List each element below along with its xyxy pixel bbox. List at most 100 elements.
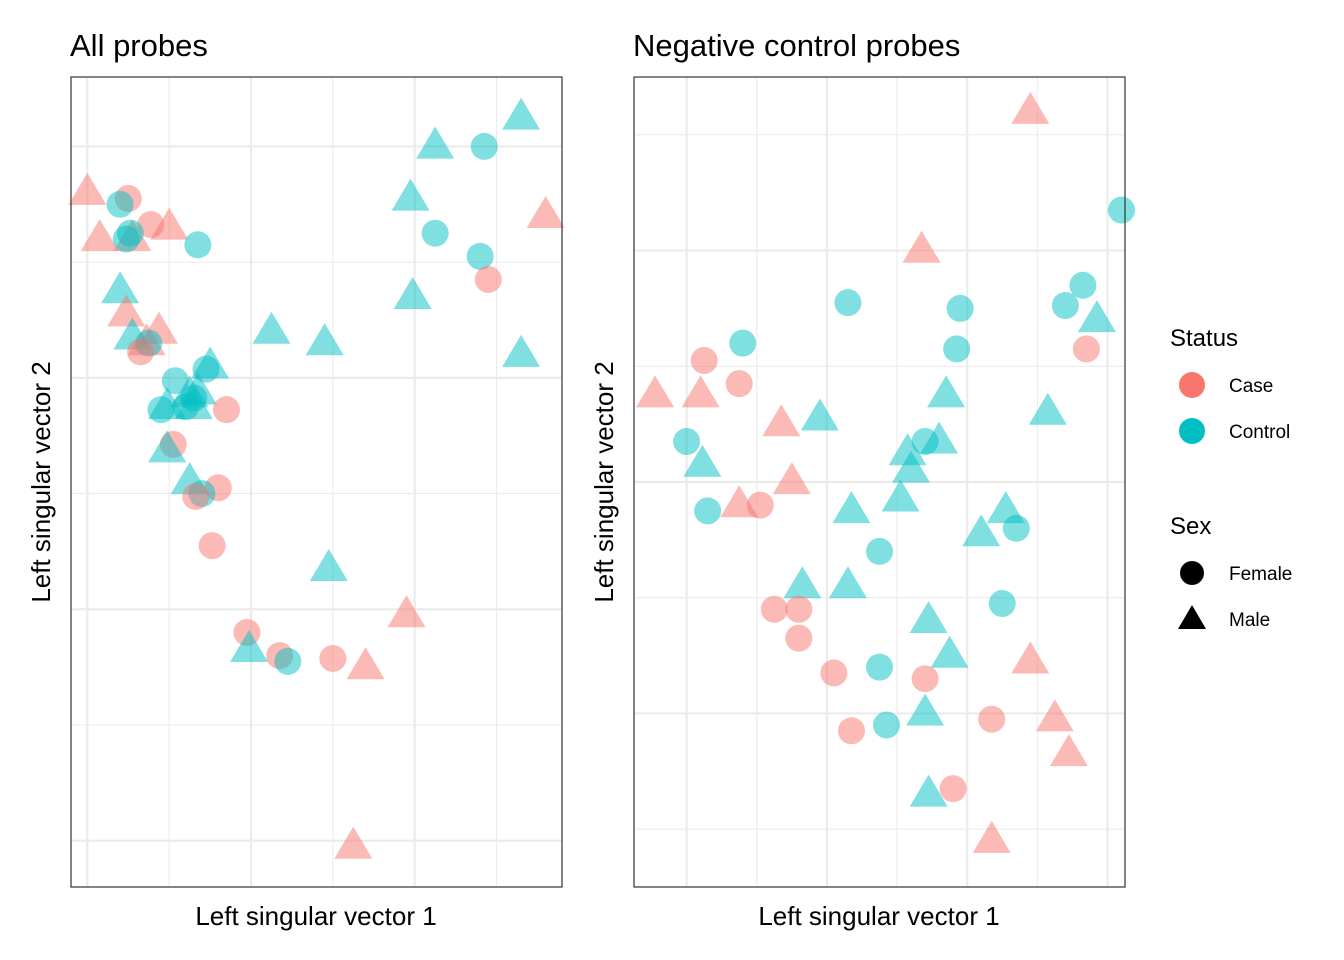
point-control-female	[421, 219, 449, 247]
panel-border	[70, 76, 563, 888]
point-control-female	[943, 335, 971, 363]
point-control-female	[112, 225, 140, 253]
point-case-male	[772, 462, 811, 495]
point-control-male	[832, 491, 871, 524]
legend-key-case	[1179, 372, 1205, 398]
point-case-female	[911, 665, 939, 693]
point-control-female	[1051, 292, 1079, 320]
point-control-female	[911, 428, 939, 455]
point-control-male	[1077, 300, 1116, 333]
point-control-female	[873, 711, 901, 739]
point-control-male	[101, 271, 140, 304]
point-control-female	[988, 590, 1016, 617]
legend-title-sex: Sex	[1170, 513, 1211, 540]
point-case-male	[387, 595, 426, 628]
point-control-male	[393, 277, 432, 310]
point-control-female	[1107, 196, 1135, 224]
y-axis-label: Left singular vector 2	[26, 361, 56, 602]
point-control-male	[881, 479, 920, 512]
point-case-male	[636, 375, 675, 408]
point-case-female	[785, 595, 813, 623]
point-control-female	[694, 497, 722, 525]
point-case-male	[526, 196, 565, 229]
point-case-female	[785, 624, 813, 652]
y-axis-label: Left singular vector 2	[589, 361, 619, 602]
point-case-male	[902, 230, 941, 263]
point-control-female	[274, 647, 302, 675]
point-control-male	[174, 386, 213, 419]
point-control-female	[729, 329, 757, 357]
point-case-male	[107, 294, 146, 327]
legend-key-male	[1178, 605, 1206, 629]
point-control-male	[892, 450, 931, 483]
point-control-male	[828, 566, 867, 599]
point-case-female	[137, 211, 165, 239]
point-case-male	[1011, 641, 1050, 674]
point-case-female	[837, 717, 865, 745]
point-control-male	[783, 566, 822, 599]
point-control-male	[909, 601, 948, 634]
legend-label-case: Case	[1229, 376, 1273, 397]
point-control-male	[391, 178, 430, 211]
point-case-female	[1072, 335, 1100, 363]
point-control-female	[866, 653, 893, 681]
legend: Status Case Control Sex Female Male	[1170, 325, 1292, 631]
point-case-male	[68, 172, 107, 205]
points-layer	[636, 91, 1135, 853]
point-control-male	[502, 97, 541, 130]
legend-label-female: Female	[1229, 564, 1292, 585]
point-control-female	[834, 289, 862, 317]
points-layer	[68, 97, 565, 859]
x-axis-label: Left singular vector 1	[758, 901, 999, 931]
legend-key-female	[1180, 561, 1204, 585]
point-case-female	[212, 396, 240, 424]
point-control-male	[416, 126, 455, 159]
panel-title: All probes	[70, 28, 208, 63]
point-control-male	[909, 774, 948, 807]
legend-title-status: Status	[1170, 325, 1238, 352]
point-case-male	[972, 820, 1011, 853]
panel-negative-control-probes: Negative control probes Left singular ve…	[589, 28, 1135, 931]
point-control-male	[1028, 392, 1067, 425]
point-control-male	[962, 514, 1001, 547]
point-case-female	[474, 266, 502, 293]
point-control-male	[683, 444, 722, 477]
point-case-female	[182, 482, 210, 510]
point-control-male	[309, 548, 348, 581]
point-case-female	[690, 347, 718, 374]
point-case-male	[1035, 699, 1074, 732]
point-case-female	[725, 370, 753, 398]
point-case-male	[762, 404, 801, 437]
point-case-female	[746, 491, 774, 519]
x-axis-label: Left singular vector 1	[195, 901, 436, 931]
point-case-male	[1049, 734, 1088, 767]
point-control-male	[148, 430, 187, 463]
grid	[634, 77, 1125, 887]
point-control-male	[927, 375, 966, 408]
point-control-male	[906, 693, 945, 726]
point-control-male	[502, 334, 541, 367]
legend-label-male: Male	[1229, 610, 1270, 631]
point-control-female	[673, 428, 701, 455]
point-control-female	[184, 231, 212, 259]
panel-border	[633, 76, 1126, 888]
panel-all-probes: All probes Left singular vector 1 Left s…	[26, 28, 565, 931]
point-control-male	[888, 433, 927, 466]
point-control-male	[305, 323, 344, 356]
point-control-male	[252, 311, 291, 344]
point-case-male	[681, 375, 720, 408]
point-control-female	[1002, 514, 1030, 542]
point-control-female	[866, 537, 893, 565]
point-case-female	[127, 338, 155, 366]
point-control-male	[930, 635, 969, 668]
point-control-female	[161, 367, 189, 395]
point-case-male	[346, 647, 385, 680]
point-control-female	[466, 242, 494, 270]
panel-title: Negative control probes	[633, 28, 960, 63]
point-control-female	[106, 190, 134, 218]
point-control-female	[946, 294, 974, 322]
point-case-male	[80, 219, 119, 252]
point-case-male	[1011, 91, 1050, 124]
legend-label-control: Control	[1229, 422, 1290, 443]
